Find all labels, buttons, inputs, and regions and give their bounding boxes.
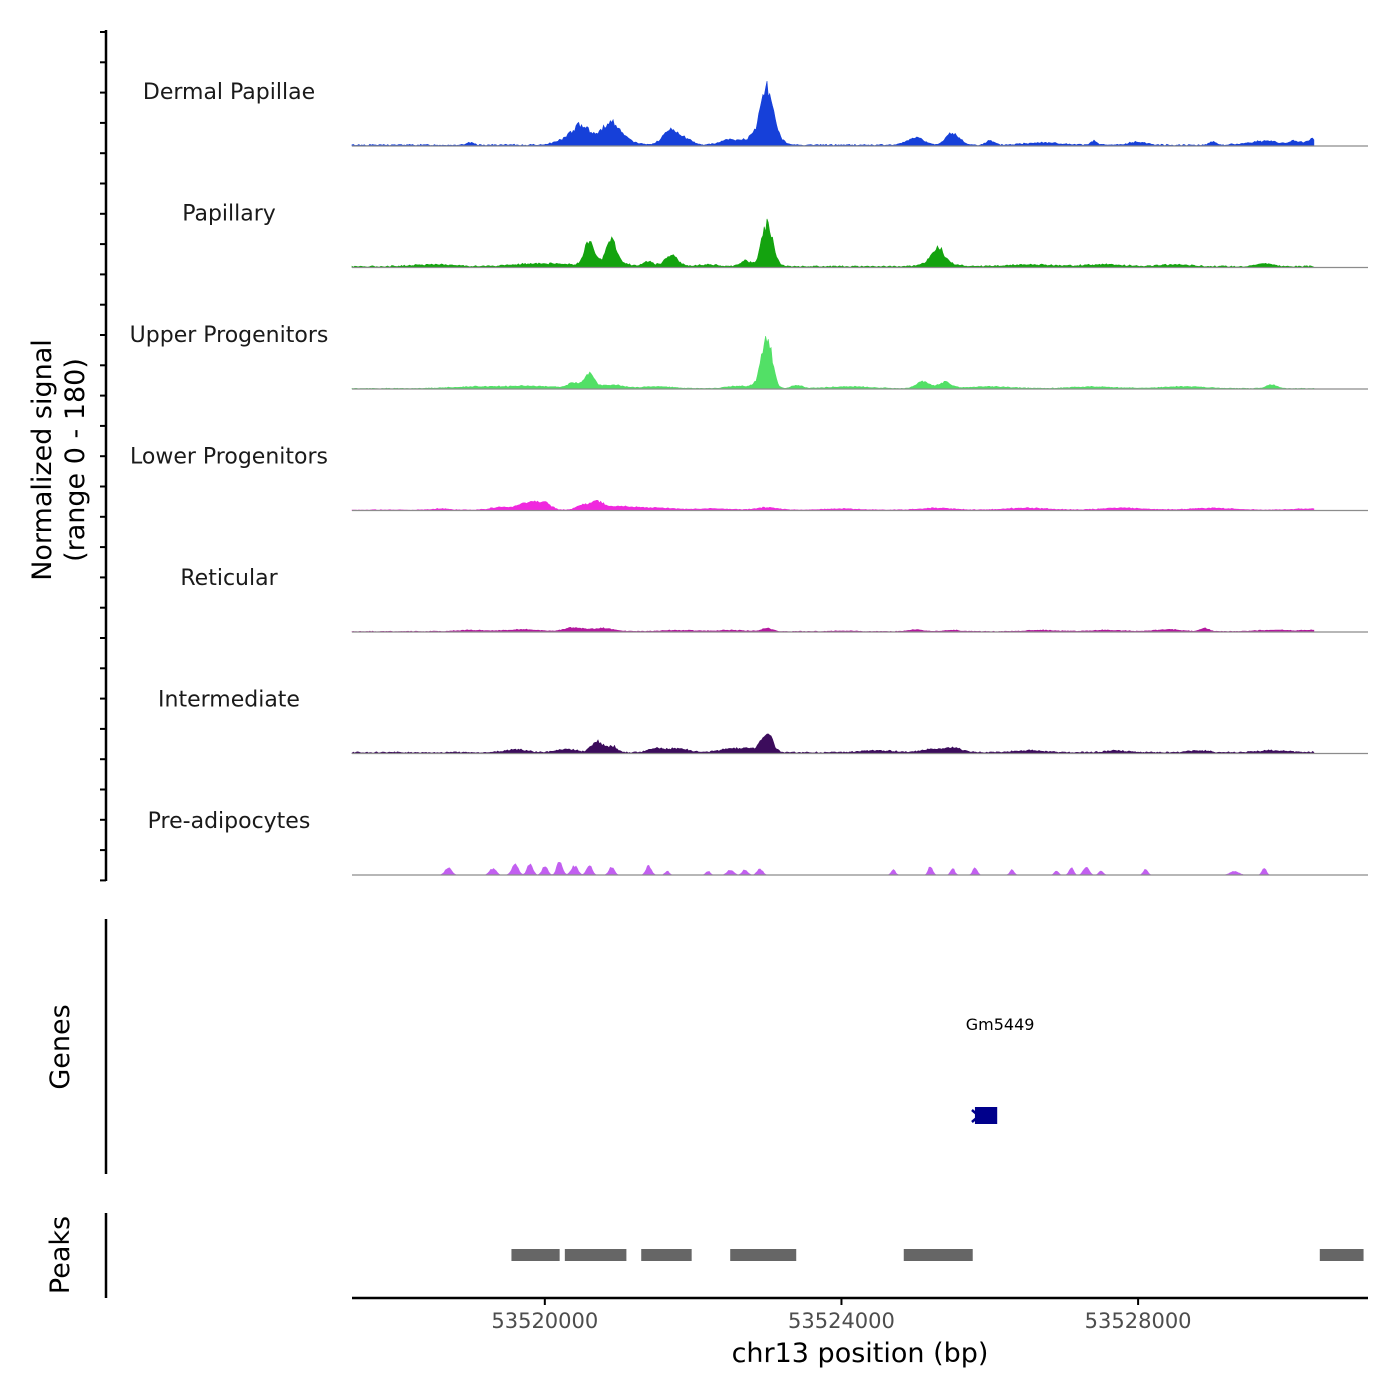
peaks-axis-title: Peaks: [45, 1216, 76, 1294]
track-dermal-papillae: Dermal Papillae: [143, 80, 1368, 147]
coverage-area-upper-progenitors: [351, 336, 1315, 390]
peak-region: [1319, 1249, 1364, 1261]
track-label: Papillary: [182, 202, 276, 227]
track-label: Dermal Papillae: [143, 80, 315, 105]
genes-panel: Gm5449: [104, 919, 1035, 1174]
gene-exon: [974, 1107, 998, 1124]
signal-y-axis: [100, 30, 108, 882]
y-axis-title-line2: (range 0 - 180): [60, 358, 91, 562]
peak-region: [564, 1249, 627, 1261]
gene-label: Gm5449: [966, 1015, 1035, 1034]
peak-region: [903, 1249, 973, 1261]
x-tick-label: 53520000: [491, 1309, 598, 1333]
track-label: Lower Progenitors: [130, 445, 328, 470]
track-label: Pre-adipocytes: [148, 809, 311, 834]
track-papillary: Papillary: [182, 202, 1368, 269]
coverage-area-lower-progenitors: [351, 499, 1315, 511]
track-lower-progenitors: Lower Progenitors: [130, 445, 1368, 512]
genes-axis-title: Genes: [45, 1004, 76, 1089]
track-label: Intermediate: [158, 688, 300, 713]
coverage-area-pre-adipocytes: [352, 861, 1314, 876]
coverage-area-papillary: [351, 218, 1315, 268]
track-label: Upper Progenitors: [130, 323, 329, 348]
x-axis-title: chr13 position (bp): [732, 1338, 989, 1369]
peaks-panel: [104, 1213, 1364, 1298]
track-pre-adipocytes: Pre-adipocytes: [148, 809, 1368, 876]
track-label: Reticular: [180, 566, 278, 591]
gene-gm5449: Gm5449: [966, 1015, 1035, 1124]
coverage-tracks: Dermal Papillae Papillary Upper Progenitor…: [130, 80, 1368, 876]
coverage-area-dermal-papillae: [351, 80, 1315, 147]
x-axis: 53520000 53524000 53528000: [352, 1296, 1368, 1333]
coverage-area-intermediate: [351, 733, 1315, 754]
gene-strand-arrow: [971, 1109, 981, 1123]
peak-region: [511, 1249, 560, 1261]
track-upper-progenitors: Upper Progenitors: [130, 323, 1368, 390]
x-tick-label: 53524000: [788, 1309, 895, 1333]
track-intermediate: Intermediate: [158, 688, 1368, 755]
y-axis-title-line1: Normalized signal: [27, 339, 58, 581]
peak-region: [730, 1249, 797, 1261]
peak-region: [641, 1249, 692, 1261]
coverage-area-reticular: [351, 626, 1315, 633]
x-tick-label: 53528000: [1085, 1309, 1192, 1333]
track-reticular: Reticular: [180, 566, 1368, 633]
